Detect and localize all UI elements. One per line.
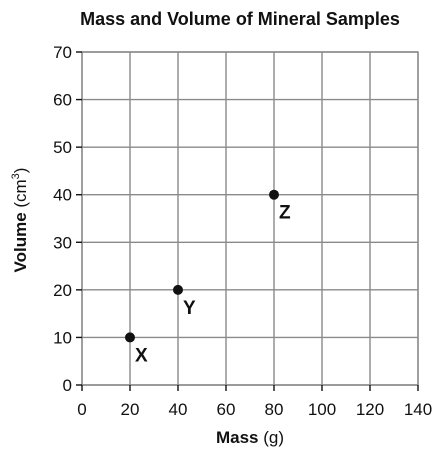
points-layer: X Y Z (125, 190, 291, 367)
y-axis-label-unit-suffix: ) (11, 168, 30, 174)
data-point-label-y: Y (183, 298, 196, 319)
x-axis-label-main: Mass (216, 428, 259, 447)
x-axis-label: Mass (g) (216, 428, 284, 447)
x-tick-label: 140 (404, 400, 432, 419)
x-tick-label: 80 (265, 400, 284, 419)
y-axis-label-main: Volume (11, 212, 30, 272)
y-tick-label: 30 (53, 233, 72, 252)
chart-title: Mass and Volume of Mineral Samples (80, 9, 400, 29)
y-tick-label: 60 (53, 91, 72, 110)
y-tick-label: 20 (53, 281, 72, 300)
x-tick-label: 100 (308, 400, 336, 419)
y-axis-label: Volume (cm3) (10, 168, 30, 273)
data-point-z (269, 190, 279, 200)
y-tick-label: 70 (53, 43, 72, 62)
y-tick-label: 10 (53, 328, 72, 347)
x-tick-label: 40 (169, 400, 188, 419)
y-axis-label-unit-prefix: (cm (11, 179, 30, 212)
data-point-label-z: Z (279, 203, 291, 224)
x-axis-label-unit: (g) (259, 428, 285, 447)
x-tick-label: 20 (121, 400, 140, 419)
y-tick-label: 0 (63, 376, 72, 395)
x-tick-label: 0 (77, 400, 86, 419)
y-tick-label: 40 (53, 186, 72, 205)
x-tick-label: 60 (217, 400, 236, 419)
data-point-label-x: X (135, 345, 148, 366)
x-tick-label: 120 (356, 400, 384, 419)
y-tick-label: 50 (53, 138, 72, 157)
data-point-x (125, 332, 135, 342)
data-point-y (173, 285, 183, 295)
